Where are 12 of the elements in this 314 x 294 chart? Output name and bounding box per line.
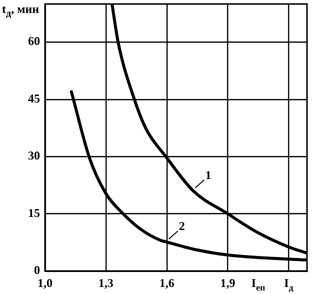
x-tick-label: 1,9 xyxy=(220,276,236,290)
y-tick-label: 30 xyxy=(28,148,40,163)
x-tick-label: 1,6 xyxy=(159,276,174,290)
y-axis-title: t$_{д}$, мин xyxy=(2,2,40,20)
y-tick-label: 45 xyxy=(28,91,40,106)
y-tick-label: 60 xyxy=(28,34,40,48)
x-tick-label: 1,0 xyxy=(38,276,52,290)
series-label: 1 xyxy=(205,168,212,182)
series-label: 2 xyxy=(178,219,185,234)
x-tick-label: 1,3 xyxy=(98,276,114,290)
y-tick-label: 15 xyxy=(28,206,40,220)
y-tick-label: 0 xyxy=(34,263,40,278)
